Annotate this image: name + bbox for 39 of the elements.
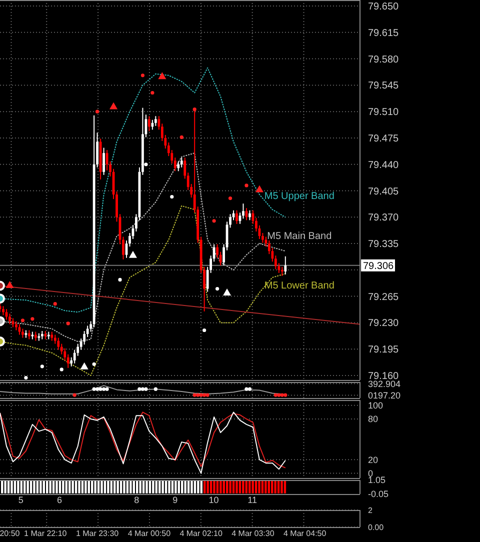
ref-line-label: 79.306: [363, 260, 394, 272]
x-tick-label: 5: [18, 495, 24, 505]
x-tick-label: 20:50: [0, 529, 20, 538]
y-tick-label: 79.230: [368, 318, 400, 330]
y-tick-label: 79.650: [368, 2, 400, 13]
y-tick-label: 79.335: [368, 239, 400, 250]
x-tick-label: 4 Mar 02:10: [180, 529, 223, 538]
y-tick-label: 80: [368, 414, 378, 424]
x-tick-label: 1 Mar 23:30: [76, 529, 120, 538]
series-label: M5 Main Band: [267, 231, 332, 242]
y-tick-label: 79.440: [368, 160, 400, 171]
x-tick-label: 4 Mar 00:50: [128, 529, 172, 538]
y-tick-label: 79.370: [368, 212, 400, 224]
x-tick-label: 6: [56, 495, 62, 505]
series-label: M5 Upper Band: [264, 191, 334, 202]
y-tick-label: 79.545: [368, 80, 400, 92]
y-tick-label: 0.00: [368, 522, 384, 532]
x-tick-label: 4 Mar 03:30: [232, 529, 275, 538]
y-tick-label: 1.05: [368, 475, 386, 486]
x-tick-label: 8: [134, 495, 140, 505]
y-tick-label: 100: [368, 400, 384, 411]
y-tick-label: 79.475: [368, 134, 400, 145]
x-tick-label: 9: [172, 495, 178, 505]
y-tick-label: 0197.20: [368, 390, 401, 400]
y-tick-label: -0.05: [368, 489, 389, 500]
series-label: M5 Lower Band: [264, 280, 334, 292]
x-tick-label: 1 Mar 22:10: [24, 529, 68, 538]
y-tick-label: 2: [368, 506, 373, 515]
y-tick-label: 79.405: [368, 186, 400, 198]
y-tick-label: 79.195: [368, 344, 400, 356]
y-tick-label: 392.904: [368, 378, 401, 389]
x-tick-label: 10: [208, 495, 219, 505]
x-tick-label: 11: [248, 495, 257, 505]
y-tick-label: 79.265: [368, 292, 400, 303]
x-tick-label: 4 Mar 04:50: [284, 529, 327, 538]
y-tick-label: 20: [368, 454, 378, 465]
y-tick-label: 79.580: [368, 54, 400, 66]
y-tick-label: 79.510: [368, 107, 400, 118]
y-tick-label: 79.615: [368, 28, 400, 39]
